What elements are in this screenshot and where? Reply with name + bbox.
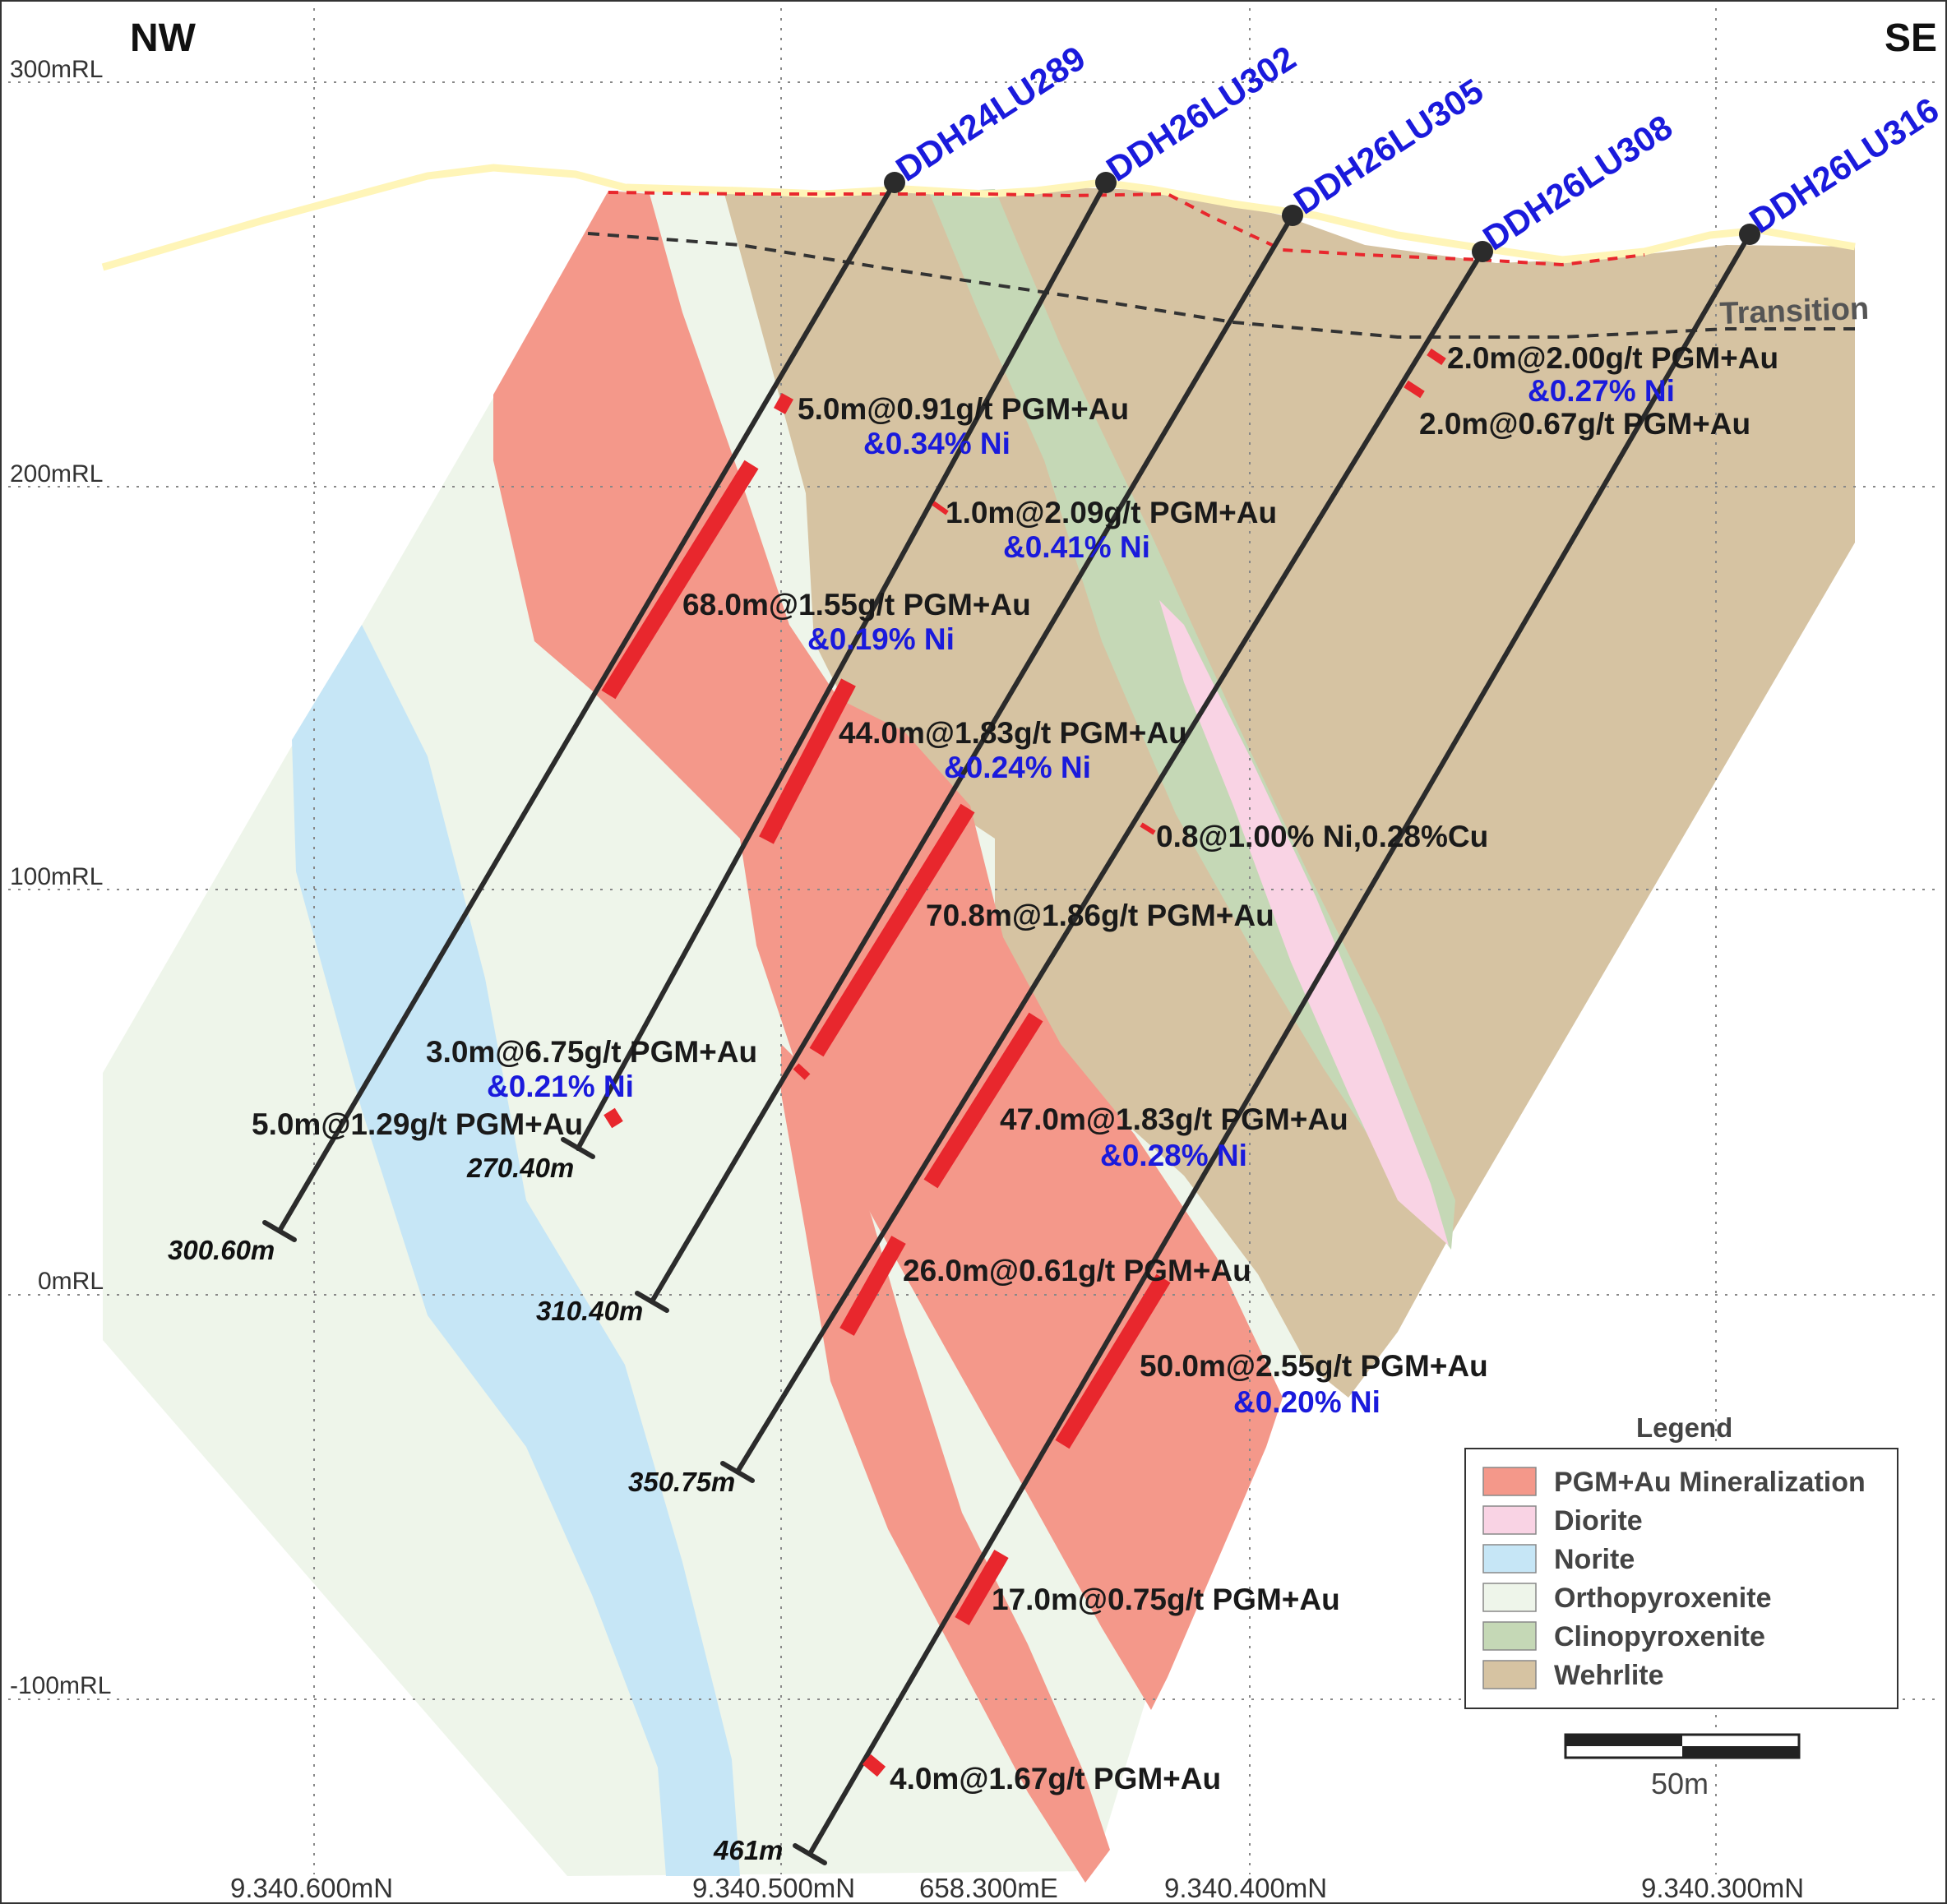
transition-label: Transition [1719, 292, 1870, 331]
intercept-label: 17.0m@0.75g/t PGM+Au [992, 1583, 1340, 1616]
coord-label: 9.340.600mN [230, 1873, 393, 1903]
drillhole-collars [884, 172, 1760, 262]
transition-line [587, 232, 1855, 339]
intercept-label: 2.0m@2.00g/t PGM+Au [1447, 341, 1778, 375]
rl-label-0: 0mRL [38, 1268, 104, 1295]
mineralization-zone-lower [781, 1044, 1110, 1883]
topography-line [101, 164, 1856, 271]
coord-label: 658.300mE [919, 1873, 1058, 1903]
collar-1 [884, 172, 905, 193]
intercept-labels: 5.0m@0.91g/t PGM+Au &0.34% Ni 1.0m@2.09g… [252, 341, 1778, 1795]
legend-swatch [1482, 1621, 1537, 1651]
intercept-label: 2.0m@0.67g/t PGM+Au [1419, 407, 1750, 441]
legend-swatch [1482, 1660, 1537, 1689]
intercept-label: 5.0m@1.29g/t PGM+Au [252, 1107, 583, 1141]
intercept-ni: &0.24% Ni [944, 751, 1091, 784]
intercept-ni: &0.41% Ni [1003, 530, 1150, 564]
legend: Legend PGM+Au Mineralization Diorite Norit… [1464, 1412, 1898, 1709]
direction-se: SE [1885, 16, 1937, 60]
legend-label: Clinopyroxenite [1554, 1621, 1765, 1652]
legend-label: Wehrlite [1554, 1660, 1664, 1691]
end-depth-5: 461m [713, 1835, 783, 1865]
intercept-label: 4.0m@1.67g/t PGM+Au [890, 1762, 1221, 1795]
intercept-ni: &0.19% Ni [807, 622, 955, 656]
legend-label: Norite [1554, 1544, 1635, 1575]
scale-bar-label: 50m [1651, 1767, 1709, 1800]
collar-3 [1282, 205, 1303, 226]
collar-5 [1739, 224, 1760, 245]
intercept-ni: &0.20% Ni [1233, 1385, 1380, 1419]
legend-swatch [1482, 1544, 1537, 1574]
intercept-bars [601, 348, 1446, 1777]
intercept-label: 5.0m@0.91g/t PGM+Au [798, 392, 1129, 426]
drillhole-trace-1 [277, 180, 897, 1233]
drillhole-trace-3 [650, 213, 1295, 1304]
end-depth-1: 300.60m [168, 1235, 275, 1265]
rl-label-200: 200mRL [10, 460, 103, 488]
intercept-ni: &0.27% Ni [1528, 374, 1675, 408]
scale-bar: 50m [1564, 1733, 1801, 1800]
direction-nw: NW [130, 16, 197, 60]
intercept-label: 44.0m@1.83g/t PGM+Au [839, 716, 1187, 750]
drillhole-trace-5 [807, 232, 1752, 1856]
intercept-label: 0.8@1.00% Ni,0.28%Cu [1156, 820, 1488, 853]
collar-4 [1472, 241, 1493, 262]
intercept-label: 3.0m@6.75g/t PGM+Au [426, 1035, 757, 1069]
intercept-ni: &0.34% Ni [863, 427, 1010, 460]
norite-unit [292, 625, 740, 1876]
intercept-ni: &0.21% Ni [487, 1070, 634, 1103]
drillholes [277, 180, 1752, 1856]
intercept-label: 1.0m@2.09g/t PGM+Au [946, 496, 1277, 529]
legend-label: Diorite [1554, 1505, 1643, 1537]
rl-label-minus100: -100mRL [10, 1672, 111, 1699]
legend-swatch [1482, 1583, 1537, 1612]
drillhole-trace-2 [576, 180, 1108, 1151]
collar-2 [1095, 172, 1117, 193]
intercept-label: 47.0m@1.83g/t PGM+Au [1000, 1102, 1348, 1136]
legend-swatch [1482, 1505, 1537, 1535]
intercept-label: 50.0m@2.55g/t PGM+Au [1140, 1349, 1488, 1383]
end-depth-2: 270.40m [466, 1153, 574, 1183]
legend-swatch [1482, 1467, 1537, 1496]
oxidation-line [608, 191, 1645, 267]
rl-label-300: 300mRL [10, 56, 103, 83]
intercept-label: 70.8m@1.86g/t PGM+Au [926, 899, 1274, 932]
intercept-label: 26.0m@0.61g/t PGM+Au [903, 1254, 1251, 1287]
intercept-label: 68.0m@1.55g/t PGM+Au [682, 588, 1031, 622]
end-depth-4: 350.75m [628, 1467, 735, 1497]
wehrlite-unit [724, 187, 1855, 1398]
drillhole-trace-4 [735, 249, 1485, 1474]
drillhole-end-caps [262, 1137, 827, 1865]
rl-label-100: 100mRL [10, 863, 103, 890]
legend-label: Orthopyroxenite [1554, 1583, 1771, 1614]
intercept-ni: &0.28% Ni [1100, 1139, 1247, 1172]
legend-box [1464, 1448, 1898, 1709]
legend-title: Legend [1636, 1412, 1732, 1443]
legend-label: PGM+Au Mineralization [1554, 1467, 1866, 1498]
end-depth-3: 310.40m [536, 1296, 643, 1326]
coord-label: 9.340.400mN [1164, 1873, 1327, 1903]
diorite-unit [1159, 600, 1449, 1245]
coord-label: 9.340.300mN [1641, 1873, 1804, 1903]
coord-label: 9.340.500mN [692, 1873, 855, 1903]
